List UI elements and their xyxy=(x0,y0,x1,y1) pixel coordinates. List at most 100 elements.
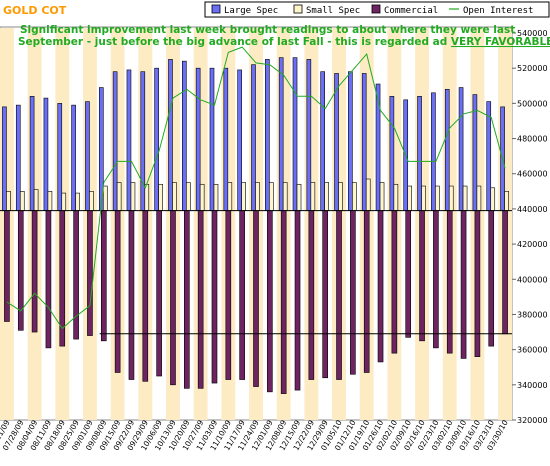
commercial-bar xyxy=(17,210,24,331)
commercial-bar xyxy=(45,210,52,349)
large-spec-bar xyxy=(334,73,339,211)
small-spec-bar xyxy=(102,185,108,211)
legend-label-small-spec: Small Spec xyxy=(306,6,360,16)
y-tick-label: 540000 xyxy=(517,29,548,38)
commercial-bar xyxy=(142,210,149,382)
small-spec-bar xyxy=(241,182,246,211)
small-spec-bar xyxy=(255,182,260,211)
large-spec-bar xyxy=(375,83,381,211)
legend-swatch-large-spec xyxy=(211,4,221,14)
large-spec-bar xyxy=(458,87,464,211)
small-spec-bar xyxy=(199,183,205,211)
commercial-bar xyxy=(294,210,301,391)
small-spec-bar xyxy=(75,192,80,211)
large-spec-bar xyxy=(126,69,132,211)
y-tick-label: 320000 xyxy=(517,416,548,425)
y-tick-label: 480000 xyxy=(517,135,548,144)
y-tick-label: 520000 xyxy=(517,64,548,73)
commercial-bar xyxy=(391,210,398,354)
large-spec-bar xyxy=(320,71,325,211)
annotation-line-2-text: September - just before the big advance … xyxy=(18,36,451,48)
chart-title: GOLD COT xyxy=(3,4,67,17)
commercial-bar xyxy=(31,210,38,333)
small-spec-bar xyxy=(407,185,413,211)
small-spec-bar xyxy=(6,191,11,211)
commercial-bar xyxy=(253,210,259,387)
y-tick-label: 440000 xyxy=(517,205,548,214)
large-spec-bar xyxy=(486,101,492,211)
large-spec-bar xyxy=(29,96,35,211)
commercial-bar xyxy=(197,210,204,389)
small-spec-bar xyxy=(379,182,385,211)
commercial-bar xyxy=(433,210,439,349)
small-spec-bar xyxy=(269,182,274,211)
commercial-bar xyxy=(170,210,176,386)
large-spec-bar xyxy=(57,103,63,211)
commercial-bar xyxy=(239,210,245,380)
commercial-bar xyxy=(280,210,287,394)
y-tick-label: 380000 xyxy=(517,310,548,319)
small-spec-bar xyxy=(89,191,94,211)
annotation-line-1: Significant improvement last week brough… xyxy=(20,24,515,36)
large-spec-bar xyxy=(431,92,436,211)
large-spec-bar xyxy=(251,64,256,211)
annotation-line-2: September - just before the big advance … xyxy=(18,36,550,48)
commercial-bar xyxy=(156,210,162,377)
commercial-bar xyxy=(322,210,328,379)
large-spec-bar xyxy=(140,71,146,211)
large-spec-bar xyxy=(2,106,7,211)
small-spec-bar xyxy=(47,191,53,211)
small-spec-bar xyxy=(338,182,343,211)
small-spec-bar xyxy=(462,185,468,211)
large-spec-bar xyxy=(43,97,49,211)
small-spec-bar xyxy=(435,185,440,211)
commercial-bar xyxy=(211,210,218,384)
large-spec-bar xyxy=(306,59,312,211)
commercial-bar xyxy=(225,210,232,380)
small-spec-bar xyxy=(476,185,482,211)
small-spec-bar xyxy=(227,182,233,211)
commercial-bar xyxy=(73,210,79,340)
legend-label-large-spec: Large Spec xyxy=(224,6,278,16)
large-spec-bar xyxy=(71,104,76,211)
small-spec-bar xyxy=(282,182,288,211)
commercial-bar xyxy=(405,210,412,338)
legend: Large Spec Small Spec Commercial Open In… xyxy=(204,1,550,18)
commercial-bar xyxy=(488,210,495,347)
commercial-bar xyxy=(87,210,93,336)
commercial-bar xyxy=(419,210,425,342)
small-spec-bar xyxy=(33,189,39,211)
legend-label-open-interest: Open Interest xyxy=(463,6,533,16)
commercial-bar xyxy=(128,210,135,380)
large-spec-bar xyxy=(209,67,215,211)
annotation-emphasis: VERY FAVORABLE. xyxy=(451,36,550,48)
small-spec-bar xyxy=(130,182,136,211)
commercial-bar xyxy=(308,210,315,380)
y-tick-label: 360000 xyxy=(517,346,548,355)
large-spec-bar xyxy=(15,104,21,211)
small-spec-bar xyxy=(352,182,357,211)
large-spec-bar xyxy=(389,96,395,211)
commercial-bar xyxy=(114,210,121,373)
large-spec-bar xyxy=(85,101,90,211)
large-spec-bar xyxy=(182,60,187,211)
small-spec-bar xyxy=(393,183,399,211)
small-spec-bar xyxy=(296,183,302,211)
commercial-bar xyxy=(363,210,370,373)
small-spec-bar xyxy=(448,185,454,211)
large-spec-bar xyxy=(223,67,229,211)
y-tick-label: 460000 xyxy=(517,170,548,179)
small-spec-bar xyxy=(186,182,191,211)
commercial-bar xyxy=(474,210,481,357)
large-spec-bar xyxy=(292,57,298,211)
commercial-bar xyxy=(267,210,273,393)
small-spec-bar xyxy=(310,182,316,211)
commercial-bar xyxy=(502,210,508,335)
small-spec-bar xyxy=(158,183,163,211)
commercial-bar xyxy=(350,210,356,375)
small-spec-bar xyxy=(19,191,25,211)
small-spec-bar xyxy=(213,183,219,211)
large-spec-bar xyxy=(112,71,118,211)
large-spec-bar xyxy=(472,94,478,211)
y-tick-label: 340000 xyxy=(517,381,548,390)
